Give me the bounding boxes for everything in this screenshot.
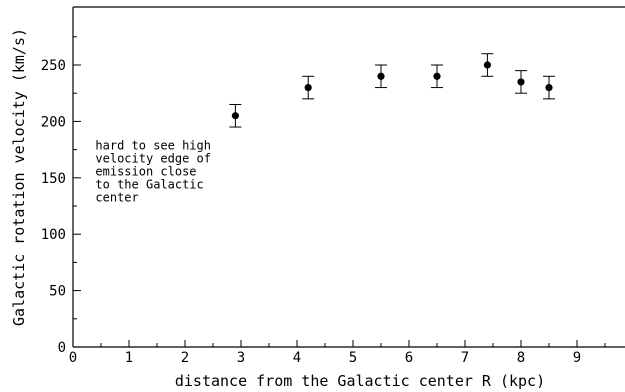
x-tick-label: 4 bbox=[293, 350, 301, 366]
y-axis-ticks: 0 50 100 150 200 250 bbox=[41, 36, 81, 356]
data-point bbox=[545, 83, 553, 92]
y-tick-label: 200 bbox=[41, 114, 66, 130]
x-tick-label: 1 bbox=[125, 350, 133, 366]
x-tick-label: 0 bbox=[69, 350, 77, 366]
y-tick-label: 100 bbox=[41, 227, 66, 243]
data-point bbox=[304, 83, 312, 92]
data-point bbox=[517, 78, 525, 86]
x-axis-ticks: 0 1 2 3 4 5 6 7 8 9 bbox=[69, 340, 606, 366]
annotation-line: hard to see high bbox=[95, 139, 211, 153]
x-tick-label: 3 bbox=[237, 350, 245, 366]
annotation-line: velocity edge of bbox=[95, 152, 211, 166]
x-tick-label: 7 bbox=[461, 350, 469, 366]
x-tick-label: 5 bbox=[349, 350, 357, 366]
x-tick-label: 8 bbox=[517, 350, 525, 366]
x-tick-label: 2 bbox=[181, 350, 189, 366]
data-point bbox=[231, 112, 239, 120]
y-axis-title: Galactic rotation velocity (km/s) bbox=[10, 28, 28, 326]
annotation-line: center bbox=[95, 191, 138, 205]
annotation-line: emission close bbox=[95, 165, 196, 179]
y-tick-label: 50 bbox=[49, 284, 66, 300]
data-points bbox=[229, 53, 555, 128]
y-tick-label: 150 bbox=[41, 171, 66, 187]
annotation-line: to the Galactic bbox=[95, 178, 203, 192]
x-tick-label: 9 bbox=[573, 350, 581, 366]
data-point bbox=[433, 72, 441, 80]
data-point bbox=[483, 61, 491, 69]
y-tick-label: 0 bbox=[58, 340, 66, 356]
y-tick-label: 250 bbox=[41, 58, 66, 74]
x-tick-label: 6 bbox=[405, 350, 413, 366]
x-axis-title: distance from the Galactic center R (kpc… bbox=[175, 372, 545, 390]
data-point bbox=[377, 72, 385, 80]
